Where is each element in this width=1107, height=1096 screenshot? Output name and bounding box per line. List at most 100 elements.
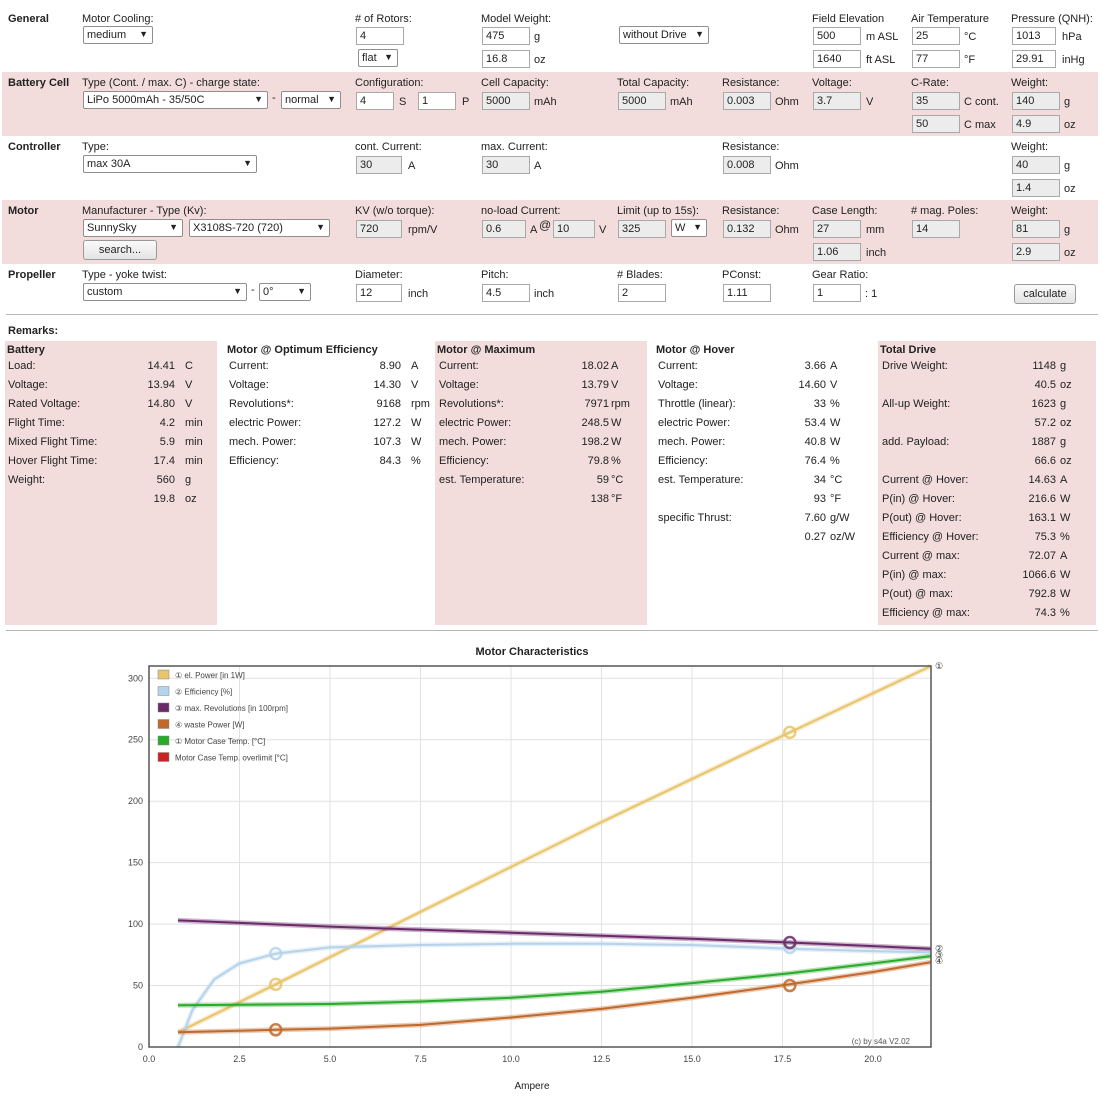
result-label: Voltage: [439,379,479,391]
cell-capacity-input[interactable]: 5000 [482,92,530,110]
rotor-layout-select[interactable]: flat ▼ [358,49,398,67]
manufacturer-select[interactable]: SunnySky ▼ [83,219,183,237]
pressure-label: Pressure (QNH): [1011,13,1093,25]
panel-title: Motor @ Hover [656,344,735,356]
battery-weight-oz-input[interactable]: 4.9 [1012,115,1060,133]
case-length-mm-input[interactable]: 27 [813,220,861,238]
kv-input[interactable]: 720 [356,220,402,238]
series-end-marker: ② [935,944,943,954]
c-cont-input[interactable]: 35 [912,92,960,110]
result-value: 1887 [1031,436,1056,448]
battery-type-select[interactable]: LiPo 5000mAh - 35/50C ▼ [83,91,268,109]
controller-resistance-input[interactable]: 0.008 [723,156,771,174]
battery-voltage-input[interactable]: 3.7 [813,92,861,110]
limit-unit-value: W [675,222,686,234]
pressure-hpa-input[interactable]: 1013 [1012,27,1056,45]
poles-input[interactable]: 14 [912,220,960,238]
result-label: Revolutions*: [439,398,504,410]
x-tick-label: 5.0 [324,1054,337,1064]
ohm-unit: Ohm [775,224,799,236]
air-temp-f-input[interactable]: 77 [912,50,960,68]
battery-voltage-label: Voltage: [812,77,852,89]
controller-type-select[interactable]: max 30A ▼ [83,155,257,173]
result-unit: g/W [830,512,850,524]
c-max-input[interactable]: 50 [912,115,960,133]
result-value: 72.07 [1028,550,1056,562]
charge-state-select[interactable]: normal ▼ [281,91,341,109]
rotors-input[interactable]: 4 [356,27,404,45]
config-p-input[interactable]: 1 [418,92,456,110]
motor-model-select[interactable]: X3108S-720 (720) ▼ [189,219,330,237]
legend-swatch [157,686,170,696]
propeller-type-select[interactable]: custom ▼ [83,283,247,301]
noload-current-input[interactable]: 0.6 [482,220,526,238]
battery-resistance-input[interactable]: 0.003 [723,92,771,110]
cont-current-label: cont. Current: [355,141,422,153]
a-unit: A [408,160,416,172]
result-value: 13.94 [147,379,175,391]
max-current-input[interactable]: 30 [482,156,530,174]
case-length-inch-input[interactable]: 1.06 [813,243,861,261]
limit-unit-select[interactable]: W ▼ [671,219,707,237]
diameter-input[interactable]: 12 [356,284,402,302]
model-weight-oz-input[interactable]: 16.8 [482,50,530,68]
result-label: Efficiency: [439,455,489,467]
noload-voltage-input[interactable]: 10 [553,220,595,238]
model-weight-g-input[interactable]: 475 [482,27,530,45]
gear-ratio-input[interactable]: 1 [813,284,861,302]
x-tick-label: 20.0 [864,1054,882,1064]
result-unit: V [185,398,193,410]
motor-weight-g-input[interactable]: 81 [1012,220,1060,238]
motor-model-value: X3108S-720 (720) [193,222,283,234]
controller-resistance-label: Resistance: [722,141,780,153]
rotor-layout-value: flat [362,52,377,64]
result-unit: A [1060,474,1068,486]
total-drive-panel: Total Drive Drive Weight: 1148 g 40.5 oz All-u… [878,341,1096,625]
result-value: 107.3 [373,436,401,448]
pitch-input[interactable]: 4.5 [482,284,530,302]
inhg-unit: inHg [1062,54,1085,66]
result-label: Current: [229,360,269,372]
motor-resistance-input[interactable]: 0.132 [723,220,771,238]
result-value: 74.3 [1034,607,1056,619]
air-temp-c-input[interactable]: 25 [912,27,960,45]
blades-input[interactable]: 2 [618,284,666,302]
result-value: 216.6 [1028,493,1056,505]
drive-option-select[interactable]: without Drive ▼ [619,26,709,44]
battery-weight-g-input[interactable]: 140 [1012,92,1060,110]
config-s-input[interactable]: 4 [356,92,394,110]
result-label: Voltage: [8,379,48,391]
propeller-title: Propeller [8,269,56,281]
controller-weight-oz-input[interactable]: 1.4 [1012,179,1060,197]
at-sign: @ [539,218,552,232]
result-unit: °C [611,474,624,486]
result-label: Revolutions*: [229,398,294,410]
pressure-inhg-input[interactable]: 29.91 [1012,50,1056,68]
battery-weight-label: Weight: [1011,77,1049,89]
field-elevation-m-input[interactable]: 500 [813,27,861,45]
y-tick-label: 50 [133,981,143,991]
calculate-button[interactable]: calculate [1014,284,1076,304]
motor-cooling-select[interactable]: medium ▼ [83,26,153,44]
cont-current-input[interactable]: 30 [356,156,402,174]
result-unit: W [411,436,422,448]
series-end-marker: ① [935,661,943,671]
result-value: 13.79 [581,379,609,391]
result-unit: % [830,398,840,410]
chevron-down-icon: ▼ [316,222,325,232]
result-label: Efficiency @ Hover: [882,531,979,543]
result-unit: oz/W [830,531,856,543]
yoke-twist-select[interactable]: 0° ▼ [259,283,311,301]
result-value: 1066.6 [1022,569,1056,581]
x-tick-label: 10.0 [502,1054,520,1064]
limit-input[interactable]: 325 [618,220,666,238]
motor-weight-oz-input[interactable]: 2.9 [1012,243,1060,261]
p-unit: P [462,96,470,108]
controller-weight-g-input[interactable]: 40 [1012,156,1060,174]
search-button[interactable]: search... [83,240,157,260]
pconst-input[interactable]: 1.11 [723,284,771,302]
ohm-unit: Ohm [775,96,799,108]
field-elevation-ft-input[interactable]: 1640 [813,50,861,68]
hover-panel: Motor @ Hover Current: 3.66 A Voltage: 14.60 V… [654,341,864,625]
model-weight-label: Model Weight: [481,13,552,25]
